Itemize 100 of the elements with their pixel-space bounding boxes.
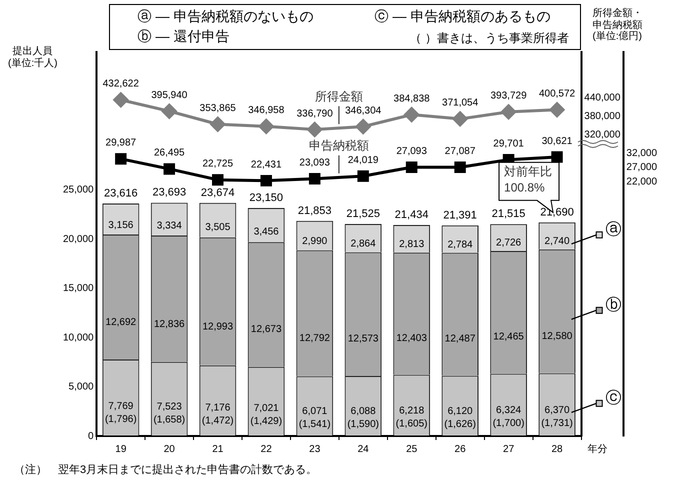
data-label: 23,093 xyxy=(299,158,330,169)
point xyxy=(501,104,516,120)
y-tick-label: 5,000 xyxy=(68,382,94,393)
data-label: 12,573 xyxy=(348,334,379,345)
point xyxy=(454,161,466,173)
y2-tick-label: 320,000 xyxy=(584,130,621,140)
text: ⓒ — 申告納税額のあるもの xyxy=(374,8,550,26)
x-tick-label: 27 xyxy=(503,444,515,455)
data-label: 27,093 xyxy=(396,146,428,157)
data-label: 12,487 xyxy=(444,334,476,345)
point xyxy=(210,116,226,132)
data-label: 432,622 xyxy=(102,78,140,90)
y3-tick-label: 27,000 xyxy=(626,162,658,174)
text: ⓑ — 還付申告 xyxy=(138,28,230,46)
point xyxy=(356,119,371,134)
data-label: 12,673 xyxy=(250,324,282,336)
text: （注） 翌年3月末日までに提出された申告書の計数である。 xyxy=(14,462,318,477)
point xyxy=(551,151,563,163)
point xyxy=(307,122,322,138)
data-label: 6,324 (1,700) xyxy=(492,405,524,430)
data-label: 353,865 xyxy=(200,103,236,114)
total-label: 21,853 xyxy=(298,204,332,217)
y-tick-label: 0 xyxy=(88,430,94,442)
data-label: 6,218 (1,605) xyxy=(396,406,428,430)
data-label: 3,505 xyxy=(205,222,231,233)
data-label: 30,621 xyxy=(542,136,573,147)
legend-label: ⓑ xyxy=(605,296,622,314)
data-label: 29,987 xyxy=(106,138,137,149)
data-label: 24,019 xyxy=(348,154,379,166)
data-label: 384,838 xyxy=(394,93,430,104)
point xyxy=(258,118,274,134)
data-label: 2,784 xyxy=(448,239,474,250)
data-label: 12,403 xyxy=(396,332,428,344)
x-tick-label: 25 xyxy=(406,444,418,455)
data-label: 6,071 (1,541) xyxy=(298,406,331,430)
data-label: 26,495 xyxy=(154,148,186,159)
y3-tick-label: 32,000 xyxy=(626,148,658,159)
legend-label: ⓐ xyxy=(605,220,622,238)
data-label: 12,792 xyxy=(299,333,330,344)
data-label: 7,523 (1,658) xyxy=(153,402,186,426)
data-label: 6,370 (1,731) xyxy=(541,405,573,430)
data-label: 6,088 (1,590) xyxy=(347,406,380,430)
point xyxy=(404,107,420,122)
point xyxy=(357,170,369,182)
data-label: 336,790 xyxy=(296,108,334,120)
data-label: 12,836 xyxy=(154,318,186,330)
y2-tick-label: 380,000 xyxy=(584,110,621,122)
data-label: 346,304 xyxy=(345,105,382,116)
data-label: 400,572 xyxy=(538,88,576,100)
y2-axis-title: 所得金額・申告納税額(単位:億円) xyxy=(591,8,644,42)
data-label: 12,465 xyxy=(493,332,524,343)
data-label: 12,993 xyxy=(202,322,234,333)
point xyxy=(212,174,224,186)
data-label: 346,958 xyxy=(248,105,285,116)
x-axis-title: 年分 xyxy=(587,442,608,455)
annotation: 対前年比 100.8% xyxy=(504,164,552,195)
data-label: 12,580 xyxy=(542,330,573,342)
total-label: 21,391 xyxy=(443,209,477,222)
data-label: 7,176 (1,472) xyxy=(202,402,234,427)
total-label: 23,693 xyxy=(152,186,186,199)
y3-tick-label: 22,000 xyxy=(626,176,658,188)
x-tick-label: 28 xyxy=(551,444,564,455)
data-label: 3,156 xyxy=(108,220,134,231)
y2-tick-label: 440,000 xyxy=(584,92,621,104)
point xyxy=(260,174,272,186)
x-tick-label: 21 xyxy=(212,444,224,455)
point xyxy=(308,173,320,185)
x-tick-label: 20 xyxy=(164,444,176,455)
data-label: 2,740 xyxy=(544,236,570,248)
point xyxy=(115,153,127,165)
series-label: 所得金額 xyxy=(314,89,363,104)
point xyxy=(406,161,418,173)
data-label: 2,726 xyxy=(496,238,522,249)
total-label: 23,150 xyxy=(249,192,284,204)
point xyxy=(162,104,177,119)
total-label: 23,616 xyxy=(104,187,138,200)
y-tick-label: 15,000 xyxy=(62,283,94,294)
data-label: 395,940 xyxy=(151,90,188,101)
data-label: 7,769 (1,796) xyxy=(104,400,137,425)
total-label: 23,674 xyxy=(200,186,235,199)
data-label: 2,813 xyxy=(399,239,425,250)
data-label: 27,087 xyxy=(444,146,476,157)
point xyxy=(550,102,565,118)
data-label: 393,729 xyxy=(490,90,528,102)
text: ⓐ — 申告納税額のないもの xyxy=(138,8,314,26)
legend-label: ⓒ xyxy=(605,388,622,407)
data-label: 12,692 xyxy=(106,316,137,328)
total-label: 21,690 xyxy=(540,206,574,218)
data-label: 3,334 xyxy=(156,220,182,232)
y-tick-label: 25,000 xyxy=(62,184,94,196)
x-tick-label: 26 xyxy=(454,444,466,455)
data-label: 6,120 (1,626) xyxy=(444,406,476,430)
data-label: 2,864 xyxy=(350,238,376,250)
total-label: 21,525 xyxy=(346,208,380,220)
point xyxy=(113,92,128,108)
data-label: 3,456 xyxy=(254,226,280,238)
text: （ ）書きは、うち事業所得者 xyxy=(410,30,569,47)
point xyxy=(452,111,468,126)
y-tick-label: 20,000 xyxy=(62,234,94,245)
series-label: 申告納税額 xyxy=(308,138,369,153)
